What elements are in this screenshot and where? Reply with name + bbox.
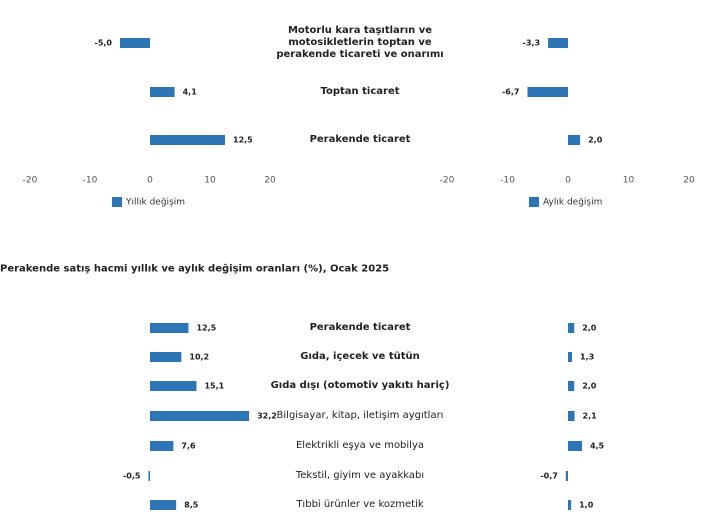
x-tick-label: -20 bbox=[440, 176, 455, 186]
value-label: 10,2 bbox=[189, 353, 209, 362]
bar bbox=[548, 38, 568, 48]
x-tick-label: 0 bbox=[147, 176, 153, 186]
bar bbox=[150, 87, 175, 97]
value-label: 15,1 bbox=[204, 382, 224, 391]
bar bbox=[148, 471, 150, 481]
bar bbox=[568, 441, 582, 451]
category-label: Tekstil, giyim ve ayakkabı bbox=[295, 470, 425, 481]
value-label: 12,5 bbox=[233, 136, 253, 145]
bar bbox=[568, 500, 572, 510]
x-tick-label: -10 bbox=[500, 176, 515, 186]
bar bbox=[568, 381, 575, 391]
bar bbox=[150, 500, 177, 510]
value-label: 1,0 bbox=[579, 501, 594, 510]
category-label: Elektrikli eşya ve mobilya bbox=[295, 440, 425, 451]
category-label: Tıbbi ürünler ve kozmetik bbox=[296, 499, 424, 510]
bar bbox=[150, 411, 250, 421]
value-label: 2,0 bbox=[582, 382, 597, 391]
bar bbox=[150, 135, 225, 145]
value-label: -6,7 bbox=[502, 88, 520, 97]
legend-label: Aylık değişim bbox=[543, 198, 602, 208]
value-label: 32,2 bbox=[257, 412, 277, 421]
value-label: -0,7 bbox=[540, 472, 558, 481]
value-label: 2,0 bbox=[582, 324, 597, 333]
x-tick-label: 20 bbox=[264, 176, 276, 186]
bar bbox=[565, 471, 568, 481]
category-label: Gıda dışı (otomotiv yakıtı hariç) bbox=[270, 380, 450, 391]
bar bbox=[568, 323, 575, 333]
legend-swatch bbox=[112, 197, 122, 207]
value-label: -0,5 bbox=[123, 472, 141, 481]
x-tick-label: 20 bbox=[683, 176, 695, 186]
value-label: -3,3 bbox=[523, 39, 541, 48]
value-label: 4,1 bbox=[183, 88, 198, 97]
value-label: -5,0 bbox=[95, 39, 113, 48]
category-label: Bilgisayar, kitap, iletişim aygıtları bbox=[276, 410, 444, 421]
value-label: 4,5 bbox=[590, 442, 605, 451]
value-label: 7,6 bbox=[181, 442, 196, 451]
value-label: 12,5 bbox=[196, 324, 216, 333]
category-label: Toptan ticaret bbox=[320, 86, 400, 97]
value-label: 8,5 bbox=[184, 501, 199, 510]
value-label: 2,1 bbox=[583, 412, 598, 421]
category-label: Gıda, içecek ve tütün bbox=[300, 351, 420, 362]
bar bbox=[568, 411, 575, 421]
x-tick-label: -10 bbox=[83, 176, 98, 186]
legend-label: Yıllık değişim bbox=[125, 198, 185, 208]
bar bbox=[150, 441, 174, 451]
chart-title: Perakende satış hacmi yıllık ve aylık de… bbox=[0, 263, 390, 275]
x-tick-label: 0 bbox=[565, 176, 571, 186]
category-label: Motorlu kara taşıtların ve motosikletler… bbox=[276, 25, 444, 60]
bar bbox=[568, 352, 573, 362]
bar bbox=[568, 135, 581, 145]
category-label: Perakende ticaret bbox=[309, 134, 411, 145]
x-tick-label: -20 bbox=[23, 176, 38, 186]
x-tick-label: 10 bbox=[204, 176, 216, 186]
value-label: 2,0 bbox=[588, 136, 603, 145]
bar bbox=[527, 87, 568, 97]
legend-swatch bbox=[529, 197, 539, 207]
bar bbox=[150, 381, 197, 391]
bar bbox=[120, 38, 150, 48]
value-label: 1,3 bbox=[580, 353, 594, 362]
bar bbox=[150, 323, 189, 333]
bar bbox=[150, 352, 182, 362]
category-label: Perakende ticaret bbox=[309, 322, 411, 333]
x-tick-label: 10 bbox=[623, 176, 635, 186]
